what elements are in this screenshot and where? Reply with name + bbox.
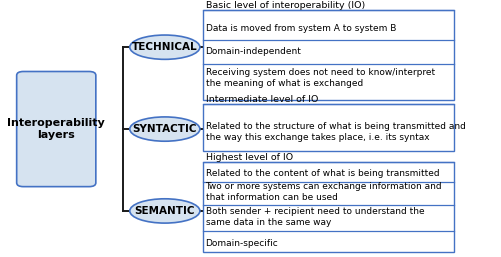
- Bar: [203, 162, 454, 252]
- Text: Basic level of interoperability (IO): Basic level of interoperability (IO): [205, 1, 365, 10]
- Text: Domain-specific: Domain-specific: [205, 239, 278, 248]
- Ellipse shape: [130, 199, 200, 223]
- Text: Intermediate level of IO: Intermediate level of IO: [205, 95, 318, 104]
- Text: Receiving system does not need to know/interpret
the meaning of what is exchange: Receiving system does not need to know/i…: [205, 68, 435, 88]
- Ellipse shape: [130, 35, 200, 59]
- Text: Data is moved from system A to system B: Data is moved from system A to system B: [205, 23, 396, 32]
- Text: Related to the content of what is being transmitted: Related to the content of what is being …: [205, 169, 439, 178]
- Text: Interoperability
layers: Interoperability layers: [8, 118, 105, 140]
- Text: TECHNICAL: TECHNICAL: [132, 42, 197, 52]
- Text: Both sender + recipient need to understand the
same data in the same way: Both sender + recipient need to understa…: [205, 207, 424, 227]
- Text: Two or more systems can exchange information and
that information can be used: Two or more systems can exchange informa…: [205, 182, 442, 202]
- Text: Related to the structure of what is being transmitted and
the way this exchange : Related to the structure of what is bein…: [205, 122, 465, 142]
- Text: Domain-independent: Domain-independent: [205, 47, 302, 56]
- Bar: [203, 10, 454, 100]
- Bar: [203, 104, 454, 151]
- Ellipse shape: [130, 117, 200, 141]
- Text: SYNTACTIC: SYNTACTIC: [133, 124, 197, 134]
- Text: Highest level of IO: Highest level of IO: [205, 153, 293, 162]
- FancyBboxPatch shape: [17, 71, 96, 187]
- Text: SEMANTIC: SEMANTIC: [135, 206, 195, 216]
